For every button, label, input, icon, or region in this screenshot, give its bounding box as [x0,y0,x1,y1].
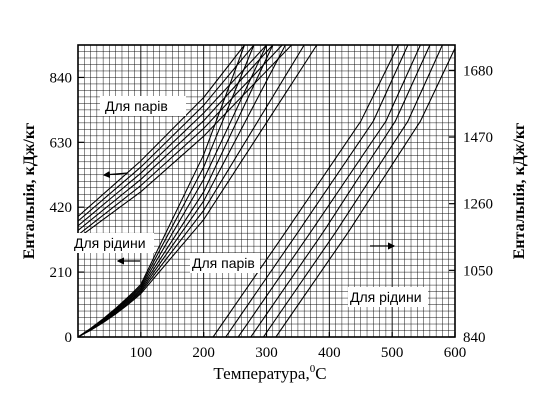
series-line-liquid-right-14 [225,45,409,337]
series-line-liquid-left-8 [78,45,267,337]
x-axis-title-text: Температура, [213,364,309,383]
y-right-tick-label: 1260 [463,197,493,213]
x-axis-title-degree: 0 [310,363,316,375]
series-line-liquid-left-9 [78,45,274,337]
ticks: 100 200 300 400 500 600 0 210 420 630 840 840 1050 12… [50,63,494,361]
x-axis-title: Температура,0C [213,363,326,383]
y-right-tick-label: 840 [463,330,486,346]
series-line-liquid-left-11 [78,45,305,337]
y-right-tick-label: 1470 [463,130,493,146]
series-line-liquid-left-7 [78,45,255,337]
series-line-vapour-left-4 [78,45,283,236]
y-left-tick-label: 0 [65,330,73,346]
x-tick-label: 600 [444,345,467,361]
series-line-vapour-left-1 [78,45,255,222]
y-left-tick-label: 630 [50,135,73,151]
y-right-tick-label: 1680 [463,63,493,79]
y-left-tick-label: 420 [50,200,73,216]
series-line-liquid-left-12 [78,45,318,337]
series-line-vapour-left-3 [78,45,274,231]
x-tick-label: 300 [255,345,278,361]
y-right-tick-label: 1050 [463,263,493,279]
series-line-liquid-right-18 [275,47,455,337]
y-axis-title-left: Ентальпія, кДж/кг [21,123,38,260]
y-left-tick-label: 840 [50,70,73,86]
series-line-liquid-right-15 [237,45,421,337]
series-line-vapour-left-0 [78,45,245,217]
annotation-vapour-left: Для парів [105,98,168,114]
series-line-liquid-left-6 [78,45,246,337]
series-line-liquid-right-13 [212,45,399,337]
series-line-liquid-left-10 [78,45,286,337]
annotation-liquid-left: Для рідини [74,235,146,251]
x-tick-label: 400 [318,345,341,361]
curves [78,45,455,337]
series-line-liquid-right-16 [250,45,431,337]
y-left-tick-label: 210 [50,265,73,281]
annotation-vapour-mid: Для парів [192,255,255,271]
annotations: Для парів Для рідини Для парів Для рідин… [72,96,428,307]
y-axis-title-right: Ентальпія, кДж/кг [511,123,528,260]
x-tick-label: 500 [381,345,404,361]
x-tick-label: 100 [130,345,153,361]
x-axis-title-unit: C [315,364,326,383]
series-line-vapour-left-2 [78,45,267,227]
grid [78,45,455,337]
x-tick-label: 200 [192,345,215,361]
arrow-vapour-left [102,170,129,179]
series-line-liquid-right-17 [262,45,443,337]
annotation-liquid-right: Для рідини [350,289,422,305]
